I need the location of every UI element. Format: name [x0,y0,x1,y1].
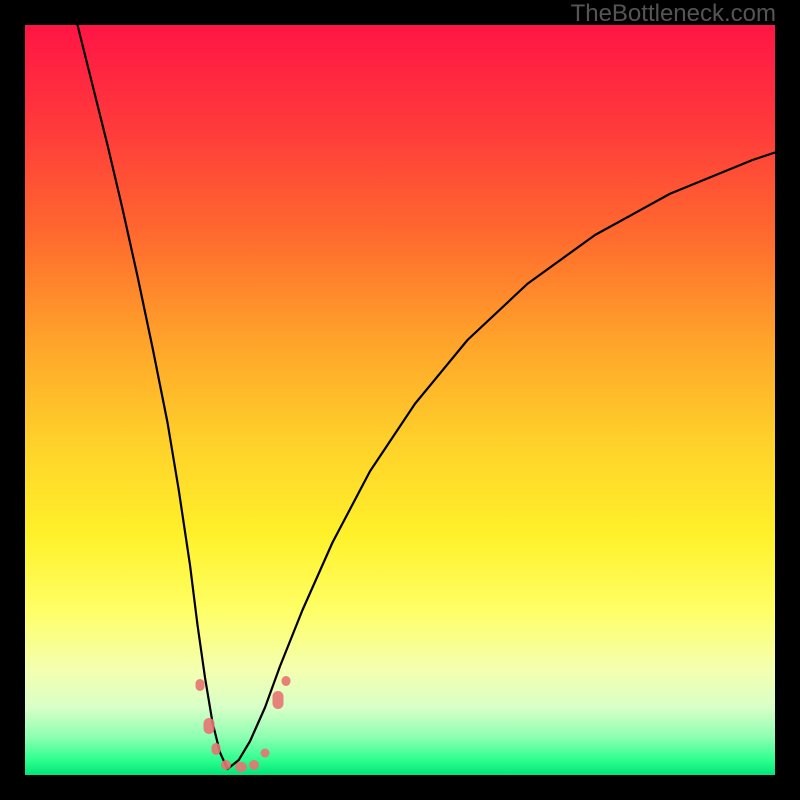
data-marker [195,679,204,691]
data-marker [203,718,214,734]
data-marker [272,691,283,709]
data-marker [249,760,259,770]
plot-area [25,25,775,775]
data-marker [282,676,291,686]
data-marker [261,748,270,757]
data-marker [212,743,221,755]
data-marker [221,760,231,770]
data-markers [25,25,775,775]
data-marker [235,762,247,772]
watermark-text: TheBottleneck.com [571,0,776,28]
